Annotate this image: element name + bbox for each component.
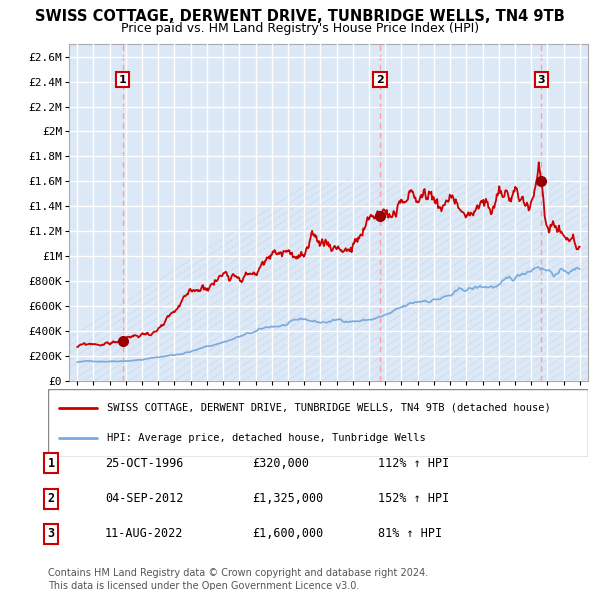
Text: 1: 1: [119, 74, 127, 84]
Text: Contains HM Land Registry data © Crown copyright and database right 2024.
This d: Contains HM Land Registry data © Crown c…: [48, 568, 428, 590]
Text: 3: 3: [538, 74, 545, 84]
Text: 1: 1: [47, 457, 55, 470]
Text: HPI: Average price, detached house, Tunbridge Wells: HPI: Average price, detached house, Tunb…: [107, 433, 426, 443]
FancyBboxPatch shape: [48, 389, 588, 457]
Text: 11-AUG-2022: 11-AUG-2022: [105, 527, 184, 540]
Text: £320,000: £320,000: [252, 457, 309, 470]
Text: Price paid vs. HM Land Registry's House Price Index (HPI): Price paid vs. HM Land Registry's House …: [121, 22, 479, 35]
Text: 2: 2: [376, 74, 384, 84]
Text: 112% ↑ HPI: 112% ↑ HPI: [378, 457, 449, 470]
Text: SWISS COTTAGE, DERWENT DRIVE, TUNBRIDGE WELLS, TN4 9TB (detached house): SWISS COTTAGE, DERWENT DRIVE, TUNBRIDGE …: [107, 403, 551, 413]
Text: £1,325,000: £1,325,000: [252, 492, 323, 505]
Text: 04-SEP-2012: 04-SEP-2012: [105, 492, 184, 505]
Text: £1,600,000: £1,600,000: [252, 527, 323, 540]
Text: 2: 2: [47, 492, 55, 505]
Text: 81% ↑ HPI: 81% ↑ HPI: [378, 527, 442, 540]
Text: 152% ↑ HPI: 152% ↑ HPI: [378, 492, 449, 505]
Text: 25-OCT-1996: 25-OCT-1996: [105, 457, 184, 470]
Text: SWISS COTTAGE, DERWENT DRIVE, TUNBRIDGE WELLS, TN4 9TB: SWISS COTTAGE, DERWENT DRIVE, TUNBRIDGE …: [35, 9, 565, 24]
Text: 3: 3: [47, 527, 55, 540]
